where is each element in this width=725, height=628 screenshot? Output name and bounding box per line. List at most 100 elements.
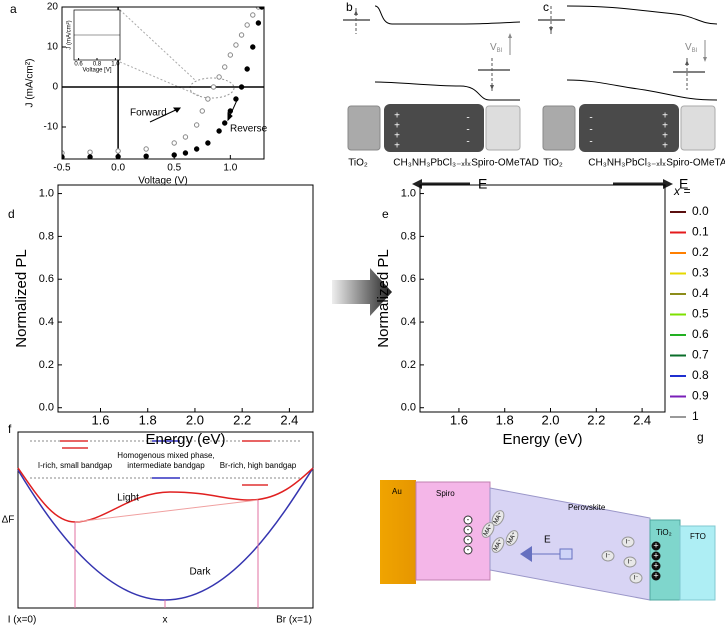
data-point — [250, 44, 256, 50]
vbi: V — [685, 42, 692, 53]
plus: + — [662, 111, 668, 122]
legend-label: 0.9 — [692, 389, 709, 403]
layer-label: Spiro-OMeTAD — [471, 158, 539, 169]
data-point — [255, 20, 262, 26]
y-tick-label: 0 — [52, 82, 58, 93]
dark-label: Dark — [189, 567, 211, 578]
data-point — [62, 150, 65, 156]
panel-label: e — [382, 207, 389, 221]
x-tick-label: 1.6 — [91, 412, 109, 427]
plus: + — [662, 141, 668, 152]
x-axis-label: x — [163, 615, 168, 626]
anions: I⁻ I⁻ I⁻ I⁻ — [601, 536, 643, 584]
data-point — [193, 122, 200, 128]
vbi: V — [490, 42, 497, 53]
minus: - — [589, 137, 592, 148]
data-point — [227, 108, 234, 114]
data-point — [210, 84, 217, 90]
vbi-label: VBI — [490, 42, 503, 54]
minus: - — [467, 525, 470, 534]
x-tick-label: -0.5 — [53, 163, 71, 174]
plus: + — [653, 550, 658, 560]
legend-label: 0.8 — [692, 368, 709, 382]
minus: - — [466, 137, 469, 148]
y-tick-label: -10 — [44, 122, 59, 133]
layer-label: CH₃NH₃PbCl₃₋ₓIₓ — [588, 158, 666, 169]
layer-label: Spiro — [436, 489, 455, 498]
data-point — [227, 52, 234, 58]
y-tick-label: 0.8 — [401, 230, 416, 242]
x-tick-label: 2.0 — [186, 412, 204, 427]
x-tick-label: 1.8 — [496, 412, 514, 427]
panel-b: b VBI + + + + - - - TiO₂ CH₃NH₃PbCl₃₋ₓIₓ… — [343, 0, 539, 192]
legend-label: 0.0 — [692, 204, 709, 218]
y-tick-label: 20 — [47, 2, 59, 13]
vbi-sub: BI — [692, 48, 698, 54]
legend-label: 0.6 — [692, 327, 709, 341]
plot-frame — [419, 184, 666, 413]
data-point — [115, 148, 121, 154]
field-label: E — [478, 176, 487, 192]
chart: 1.6 1.8 2.0 2.2 2.4 0.0 0.2 0.4 0.6 0.8 1.0 Energy … — [8, 184, 314, 448]
inset-x-tick-label: 0.6 — [74, 62, 83, 68]
layer-label: TiO₂ — [543, 158, 563, 169]
plus: + — [662, 121, 668, 132]
data-point — [233, 42, 239, 48]
plus: + — [662, 131, 668, 142]
plus: + — [394, 111, 400, 122]
layer-label: TiO₂ — [348, 158, 368, 169]
x-axis-label: Energy (eV) — [502, 431, 582, 448]
layer-label: CH₃NH₃PbCl₃₋ₓIₓ — [393, 158, 471, 169]
plot-frame — [57, 184, 314, 413]
plot-frame — [61, 6, 265, 160]
x-axis-label: Voltage (V) — [138, 176, 187, 187]
data-point — [205, 140, 211, 146]
y-tick-label: 0.2 — [401, 359, 416, 371]
x-tick-label: 1.6 — [450, 412, 468, 427]
inset-zoom — [119, 9, 235, 99]
data-point — [143, 146, 149, 152]
field-label: E — [679, 176, 688, 192]
x-tick-label: 2.2 — [233, 412, 251, 427]
plus: + — [394, 121, 400, 132]
data-point — [171, 140, 177, 146]
data-point — [87, 149, 93, 155]
chart: -0.5 0.0 0.5 1.0 -10 0 10 20 Voltage (V) J (mA/cm… — [10, 2, 268, 187]
data-point — [205, 96, 211, 102]
field-arrow — [530, 548, 573, 560]
data-point — [143, 153, 149, 159]
plus: + — [394, 141, 400, 152]
x-tick-label: 2.0 — [541, 412, 559, 427]
legend-label: 0.5 — [692, 307, 709, 321]
y-tick-label: 0.2 — [39, 359, 54, 371]
y-tick-label: 0.4 — [401, 316, 416, 328]
y-axis-label: Normalized PL — [375, 249, 392, 347]
phase-label: Homogenous mixed phase, — [117, 451, 214, 460]
phase-label: I-rich, small bandgap — [38, 461, 113, 470]
data-point — [62, 154, 65, 159]
minus: - — [467, 535, 470, 544]
x-tick-label: 2.2 — [587, 412, 605, 427]
layer-label: Perovskite — [568, 503, 606, 512]
y-tick-label: 1.0 — [401, 187, 416, 199]
x-tick-label: 2.4 — [280, 412, 298, 427]
plus: + — [653, 570, 658, 580]
x-tick-label: 0.5 — [167, 163, 181, 174]
legend-label: 0.2 — [692, 245, 709, 259]
x-right-label: Br (x=1) — [276, 615, 312, 626]
x-tick-label: 0.0 — [111, 163, 125, 174]
inset-y-label: J (mA/cm²) — [67, 20, 73, 49]
layer-label: FTO — [690, 532, 706, 541]
x-left-label: I (x=0) — [8, 615, 37, 626]
legend-title: x = — [673, 184, 690, 198]
y-tick-label: 0.0 — [401, 402, 416, 414]
data-point — [216, 74, 222, 80]
vbi-label: VBI — [685, 42, 698, 54]
y-axis-label: J (mA/cm²) — [25, 59, 36, 108]
legend-label: 1 — [692, 409, 699, 423]
inset-x-tick-label: 0.8 — [93, 62, 102, 68]
plus: + — [653, 560, 658, 570]
panel-label: g — [697, 430, 704, 444]
x-axis-label: Energy (eV) — [145, 431, 225, 448]
